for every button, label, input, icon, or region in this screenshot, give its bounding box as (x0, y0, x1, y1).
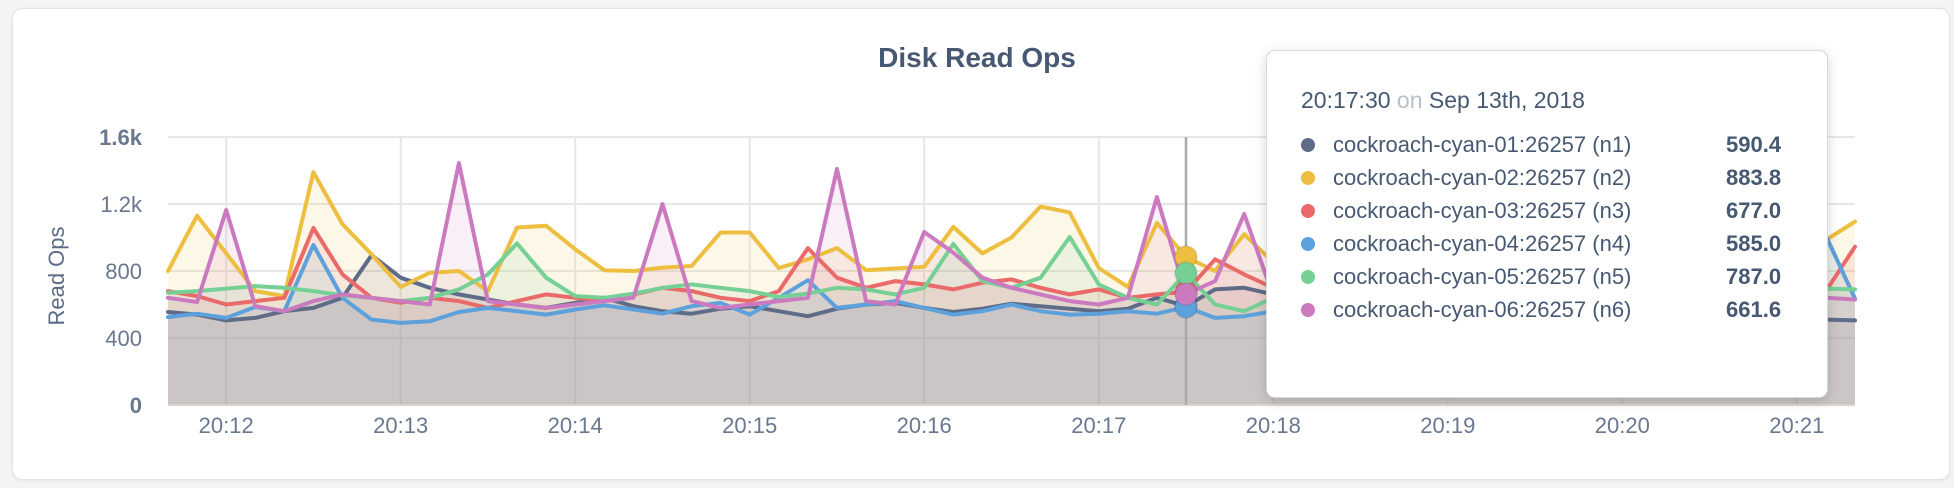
series-color-dot (1301, 203, 1315, 218)
series-color-dot (1301, 302, 1315, 317)
chart-title: Disk Read Ops (878, 42, 1076, 73)
tooltip-row: cockroach-cyan-05:26257 (n5) 787.0 (1301, 260, 1793, 293)
series-label: cockroach-cyan-03:26257 (n3) (1333, 197, 1632, 223)
tooltip-row: cockroach-cyan-04:26257 (n4) 585.0 (1301, 227, 1793, 260)
y-axis-title: Read Ops (44, 226, 69, 326)
series-label: cockroach-cyan-04:26257 (n4) (1333, 230, 1632, 256)
tooltip-on-word: on (1396, 87, 1423, 113)
tooltip-row: cockroach-cyan-01:26257 (n1) 590.4 (1301, 128, 1793, 161)
series-value: 661.6 (1726, 296, 1782, 322)
tooltip-row: cockroach-cyan-06:26257 (n6) 661.6 (1301, 293, 1793, 326)
tooltip-row: cockroach-cyan-02:26257 (n2) 883.8 (1301, 161, 1793, 194)
series-color-dot (1301, 170, 1315, 185)
tooltip-header: 20:17:30 on Sep 13th, 2018 (1301, 85, 1793, 115)
series-label: cockroach-cyan-05:26257 (n5) (1333, 263, 1632, 289)
series-value: 787.0 (1726, 263, 1782, 289)
tooltip-row: cockroach-cyan-03:26257 (n3) 677.0 (1301, 194, 1793, 227)
hover-tooltip: 20:17:30 on Sep 13th, 2018 cockroach-cya… (1266, 50, 1828, 398)
series-value: 590.4 (1726, 131, 1782, 157)
tooltip-rows: cockroach-cyan-01:26257 (n1) 590.4 cockroa… (1301, 128, 1793, 326)
series-label: cockroach-cyan-01:26257 (n1) (1333, 131, 1632, 157)
series-color-dot (1301, 137, 1315, 152)
series-label: cockroach-cyan-06:26257 (n6) (1333, 296, 1632, 322)
tooltip-date: Sep 13th, 2018 (1428, 87, 1585, 113)
series-value: 585.0 (1726, 230, 1782, 256)
series-value: 677.0 (1726, 197, 1782, 223)
series-color-dot (1301, 236, 1315, 251)
series-label: cockroach-cyan-02:26257 (n2) (1333, 164, 1632, 190)
series-value: 883.8 (1726, 164, 1782, 190)
tooltip-time: 20:17:30 (1301, 87, 1391, 113)
series-color-dot (1301, 269, 1315, 284)
